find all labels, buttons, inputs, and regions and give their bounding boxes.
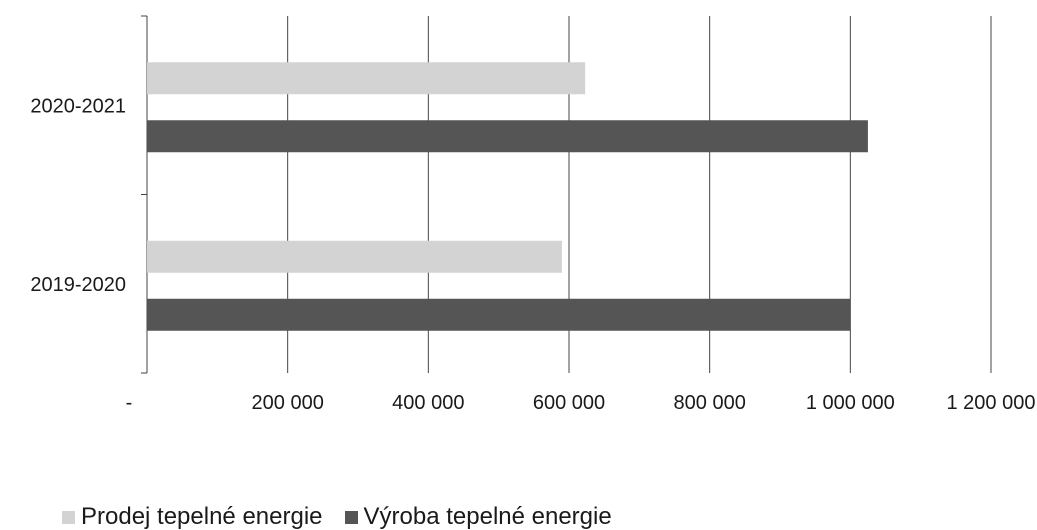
x-tick-label-0: -: [126, 392, 133, 414]
legend-item-prodej: Prodej tepelné energie: [62, 504, 323, 530]
bar-vyroba-2019-2020: [147, 298, 851, 331]
legend-swatch-vyroba: [344, 510, 358, 524]
bar-chart: 2020-2021 2019-2020 - 200 000 400 000 600 000…: [30, 15, 1036, 414]
x-tick-label-5: 1 000 000: [806, 392, 895, 414]
bar-prodej-2019-2020: [147, 240, 562, 273]
x-tick-label-2: 400 000: [392, 392, 464, 414]
bar-vyroba-2020-2021: [147, 120, 868, 153]
x-tick-label-1: 200 000: [252, 392, 324, 414]
y-tick-label-2020-2021: 2020-2021: [30, 95, 126, 117]
legend: Prodej tepelné energie Výroba tepelné en…: [62, 504, 612, 530]
x-tick-label-4: 800 000: [674, 392, 746, 414]
y-tick-label-2019-2020: 2019-2020: [30, 274, 126, 296]
legend-label-vyroba: Výroba tepelné energie: [363, 503, 612, 530]
x-tick-label-6: 1 200 000: [947, 392, 1036, 414]
legend-label-prodej: Prodej tepelné energie: [81, 503, 323, 530]
x-tick-label-3: 600 000: [533, 392, 605, 414]
bar-prodej-2020-2021: [147, 62, 586, 95]
legend-item-vyroba: Výroba tepelné energie: [344, 503, 612, 530]
legend-swatch-prodej: [62, 510, 75, 524]
